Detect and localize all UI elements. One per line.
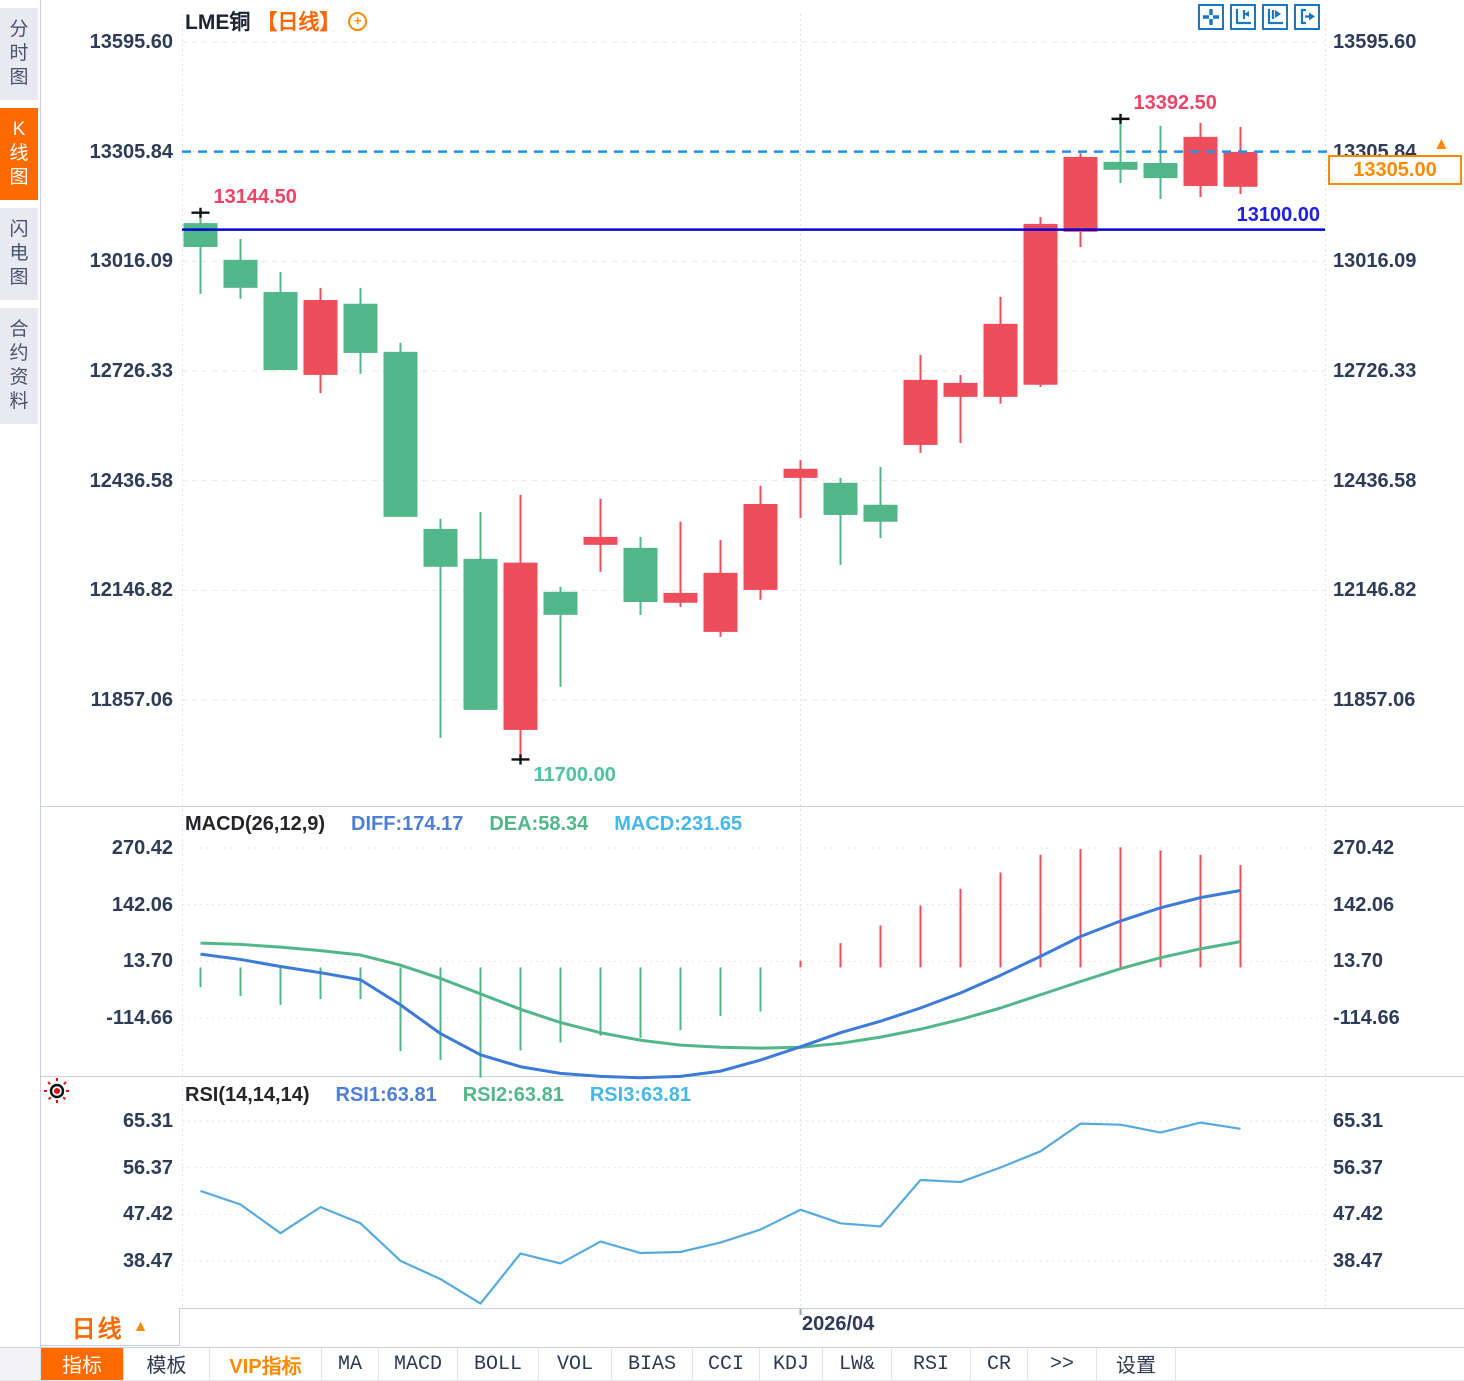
legend-value: RSI1:63.81 (335, 1084, 437, 1106)
y-axis-tick-right: 38.47 (1333, 1250, 1384, 1272)
y-axis-tick-left: 38.47 (122, 1250, 173, 1272)
indicator-tab-cr[interactable]: CR (971, 1348, 1028, 1380)
y-axis-tick-left: 56.37 (122, 1156, 173, 1179)
legend-value: MACD:231.65 (614, 813, 743, 835)
legend-value: RSI2:63.81 (462, 1084, 564, 1106)
sidebar-tab-4[interactable]: 合约资料 (0, 308, 38, 424)
y-axis-tick-left: 13595.60 (89, 31, 173, 53)
price-annotation: 13144.50 (213, 185, 297, 208)
indicator-tab-rsi[interactable]: RSI (892, 1348, 971, 1380)
y-axis-tick-right: 65.31 (1333, 1110, 1384, 1132)
y-axis-tick-right: -114.66 (1333, 1007, 1400, 1029)
pan-right-icon[interactable] (1294, 4, 1320, 30)
y-axis-tick-left: 12436.58 (89, 469, 173, 492)
y-axis-tick-left: 13016.09 (89, 250, 173, 273)
period-dropdown[interactable]: 日线 ▲ (40, 1308, 180, 1346)
price-annotation: 13392.50 (1133, 91, 1217, 114)
indicator-settings-sun-icon[interactable] (42, 1076, 72, 1111)
indicator-tab-macd[interactable]: MACD (379, 1348, 458, 1380)
y-axis-tick-left: 270.42 (111, 837, 173, 859)
price-annotation: 11700.00 (533, 764, 616, 787)
period-tag: 【日线】 (256, 11, 341, 34)
indicator-tab-cci[interactable]: CCI (693, 1348, 760, 1380)
circle-plus-icon[interactable]: + (348, 11, 368, 31)
move-icon[interactable] (1198, 4, 1224, 30)
y-axis-tick-right: 12726.33 (1333, 360, 1417, 382)
indicator-tab-boll[interactable]: BOLL (458, 1348, 539, 1380)
indicator-tab-ma[interactable]: MA (322, 1348, 379, 1380)
last-price-badge: 13305.00 (1328, 154, 1462, 185)
y-axis-tick-left: 47.42 (122, 1203, 173, 1226)
fit-x-axis-icon[interactable] (1230, 4, 1256, 30)
tabbar-corner (0, 1348, 41, 1380)
sidebar-tab-3[interactable]: 闪电图 (0, 208, 38, 300)
indicator-tab-vol[interactable]: VOL (539, 1348, 612, 1380)
sidebar-tab-1[interactable]: 分时图 (0, 8, 38, 100)
legend-value: DEA:58.34 (489, 813, 589, 835)
indicator-tabbar: 指标 模板 VIP指标 MA MACD BOLL VOL BIAS CCI KDJ LW& RSI CR… (0, 1347, 1464, 1381)
y-axis-tick-left: 142.06 (111, 893, 173, 916)
fit-y-axis-icon[interactable] (1262, 4, 1288, 30)
tabbar-filler (1176, 1348, 1464, 1380)
y-axis-tick-right: 13016.09 (1333, 250, 1417, 273)
macd-name: MACD(26,12,9) (185, 813, 326, 835)
symbol-name: LME铜 (185, 11, 251, 34)
legend-value: DIFF:174.17 (351, 813, 464, 835)
triangle-up-icon: ▲ (132, 1317, 149, 1335)
y-axis-tick-right: 13.70 (1333, 950, 1384, 973)
x-axis-date-label: 2026/04 (802, 1313, 875, 1335)
indicator-tab-[interactable]: 模板 (124, 1348, 210, 1380)
y-axis-tick-left: 13305.84 (89, 140, 173, 163)
indicator-tab-vip[interactable]: VIP指标 (210, 1348, 322, 1380)
y-axis-tick-left: 12146.82 (89, 579, 173, 602)
chart-toolbar (1198, 4, 1320, 30)
y-axis-tick-left: 12726.33 (89, 360, 173, 382)
indicator-tab-[interactable]: 设置 (1097, 1348, 1176, 1380)
rsi-header: RSI(14,14,14) RSI1:63.81 RSI2:63.81 RSI3:6… (185, 1084, 691, 1107)
y-axis-tick-right: 270.42 (1333, 837, 1395, 859)
y-axis-tick-right: 13595.60 (1333, 31, 1417, 53)
y-axis-tick-left: 13.70 (122, 950, 173, 973)
y-axis-tick-left: 11857.06 (90, 689, 173, 711)
period-dropdown-label: 日线 (71, 1316, 124, 1343)
support-line-label: 13100.00 (1236, 203, 1320, 226)
y-axis-tick-left: 65.31 (122, 1110, 173, 1132)
legend-value: RSI3:63.81 (589, 1084, 692, 1106)
macd-header: MACD(26,12,9) DIFF:174.17 DEA:58.34 MACD:2… (185, 813, 742, 836)
indicator-tab-bias[interactable]: BIAS (612, 1348, 693, 1380)
indicator-tab-[interactable]: 指标 (41, 1348, 124, 1380)
y-axis-tick-right: 142.06 (1333, 893, 1395, 916)
y-axis-tick-left: -114.66 (106, 1007, 173, 1029)
y-axis-tick-right: 56.37 (1333, 1156, 1384, 1179)
y-axis-tick-right: 12436.58 (1333, 469, 1417, 492)
y-axis-tick-right: 47.42 (1333, 1203, 1384, 1226)
y-axis-tick-right: 12146.82 (1333, 579, 1417, 602)
price-up-arrow-icon: ▲ (1433, 134, 1450, 153)
indicator-tab-kdj[interactable]: KDJ (760, 1348, 823, 1380)
rsi-name: RSI(14,14,14) (185, 1084, 310, 1106)
indicator-tab-lw[interactable]: LW& (823, 1348, 892, 1380)
indicator-tab-[interactable]: >> (1028, 1348, 1097, 1380)
chart-title: LME铜 【日线】 + (185, 6, 368, 36)
y-axis-tick-right: 11857.06 (1333, 689, 1416, 711)
